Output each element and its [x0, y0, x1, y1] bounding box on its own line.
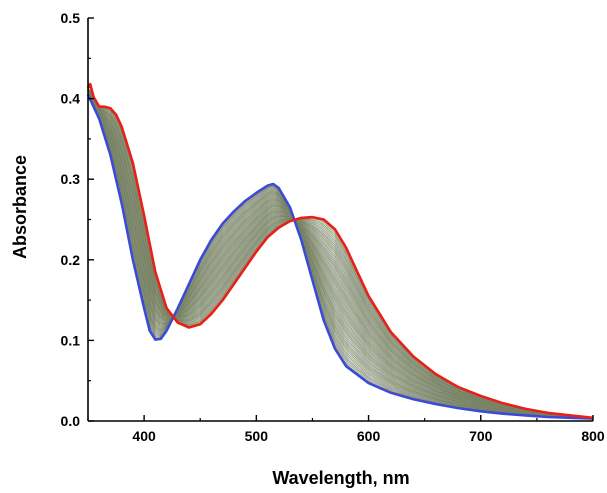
y-tick-label: 0.1 — [61, 332, 81, 348]
ticks-layer: 400 500 600 700 800 0.0 0.1 0.2 0.3 0.4 0.5 — [61, 10, 605, 444]
intermediate-trace — [87, 92, 591, 419]
intermediate-trace — [87, 88, 591, 419]
x-tick-label: 800 — [581, 428, 605, 444]
y-tick-label: 0.5 — [61, 10, 81, 26]
intermediate-trace — [87, 92, 591, 419]
x-tick-label: 600 — [357, 428, 381, 444]
y-axis-label: Absorbance — [10, 155, 30, 259]
y-tick-label: 0.3 — [61, 171, 81, 187]
intermediate-trace — [87, 92, 591, 419]
intermediate-trace — [87, 88, 591, 419]
intermediate-trace — [87, 92, 591, 419]
series-line-initial — [86, 94, 594, 420]
intermediate-trace — [87, 88, 591, 419]
axes-layer — [87, 18, 593, 422]
x-axis-label: Wavelength, nm — [272, 468, 409, 488]
y-tick-label: 0.0 — [61, 413, 81, 429]
y-tick-label: 0.4 — [61, 91, 81, 107]
x-tick-label: 400 — [132, 428, 156, 444]
intermediate-trace — [87, 89, 591, 419]
x-tick-label: 700 — [469, 428, 493, 444]
y-tick-label: 0.2 — [61, 252, 81, 268]
series-line-final — [86, 82, 594, 420]
traces-layer — [86, 82, 594, 420]
x-tick-label: 500 — [245, 428, 269, 444]
